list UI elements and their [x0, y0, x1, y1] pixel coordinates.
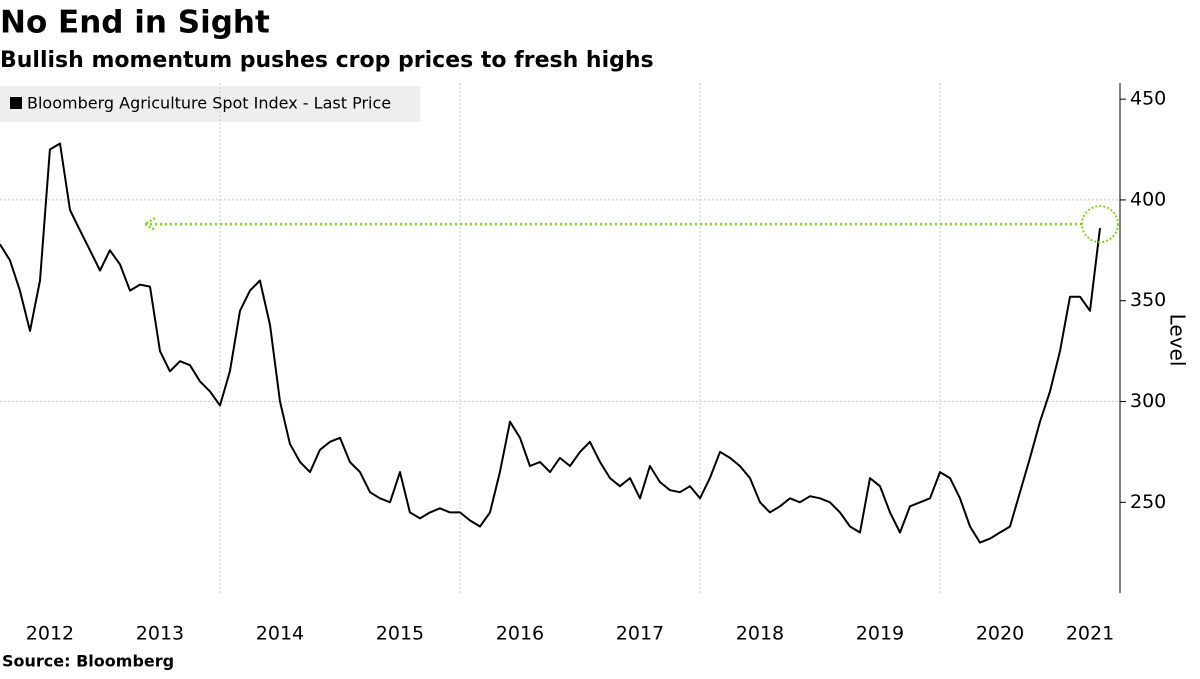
legend-label: Bloomberg Agriculture Spot Index - Last … — [27, 94, 391, 113]
y-tick-label: 350 — [1130, 289, 1166, 311]
y-tick-label: 450 — [1130, 88, 1166, 110]
y-tick-label: 300 — [1130, 390, 1166, 412]
chart-subtitle: Bullish momentum pushes crop prices to f… — [0, 48, 654, 73]
y-tick-label: 400 — [1130, 188, 1166, 210]
x-tick-label: 2013 — [136, 623, 184, 645]
x-tick-label: 2021 — [1066, 623, 1114, 645]
y-axis-label: Level — [1166, 314, 1190, 367]
x-tick-label: 2020 — [976, 623, 1024, 645]
legend-box — [0, 86, 420, 122]
chart-title: No End in Sight — [0, 5, 270, 41]
x-tick-label: 2018 — [736, 623, 784, 645]
x-tick-label: 2016 — [496, 623, 544, 645]
x-tick-label: 2015 — [376, 623, 424, 645]
x-tick-label: 2017 — [616, 623, 664, 645]
series-line — [0, 142, 1101, 544]
highlight-circle — [1080, 205, 1119, 244]
source: Source: Bloomberg — [2, 652, 174, 671]
x-tick-label: 2019 — [856, 623, 904, 645]
x-tick-label: 2014 — [256, 623, 304, 645]
legend-swatch — [10, 97, 22, 109]
x-tick-label: 2012 — [26, 623, 74, 645]
y-tick-label: 250 — [1130, 491, 1166, 513]
